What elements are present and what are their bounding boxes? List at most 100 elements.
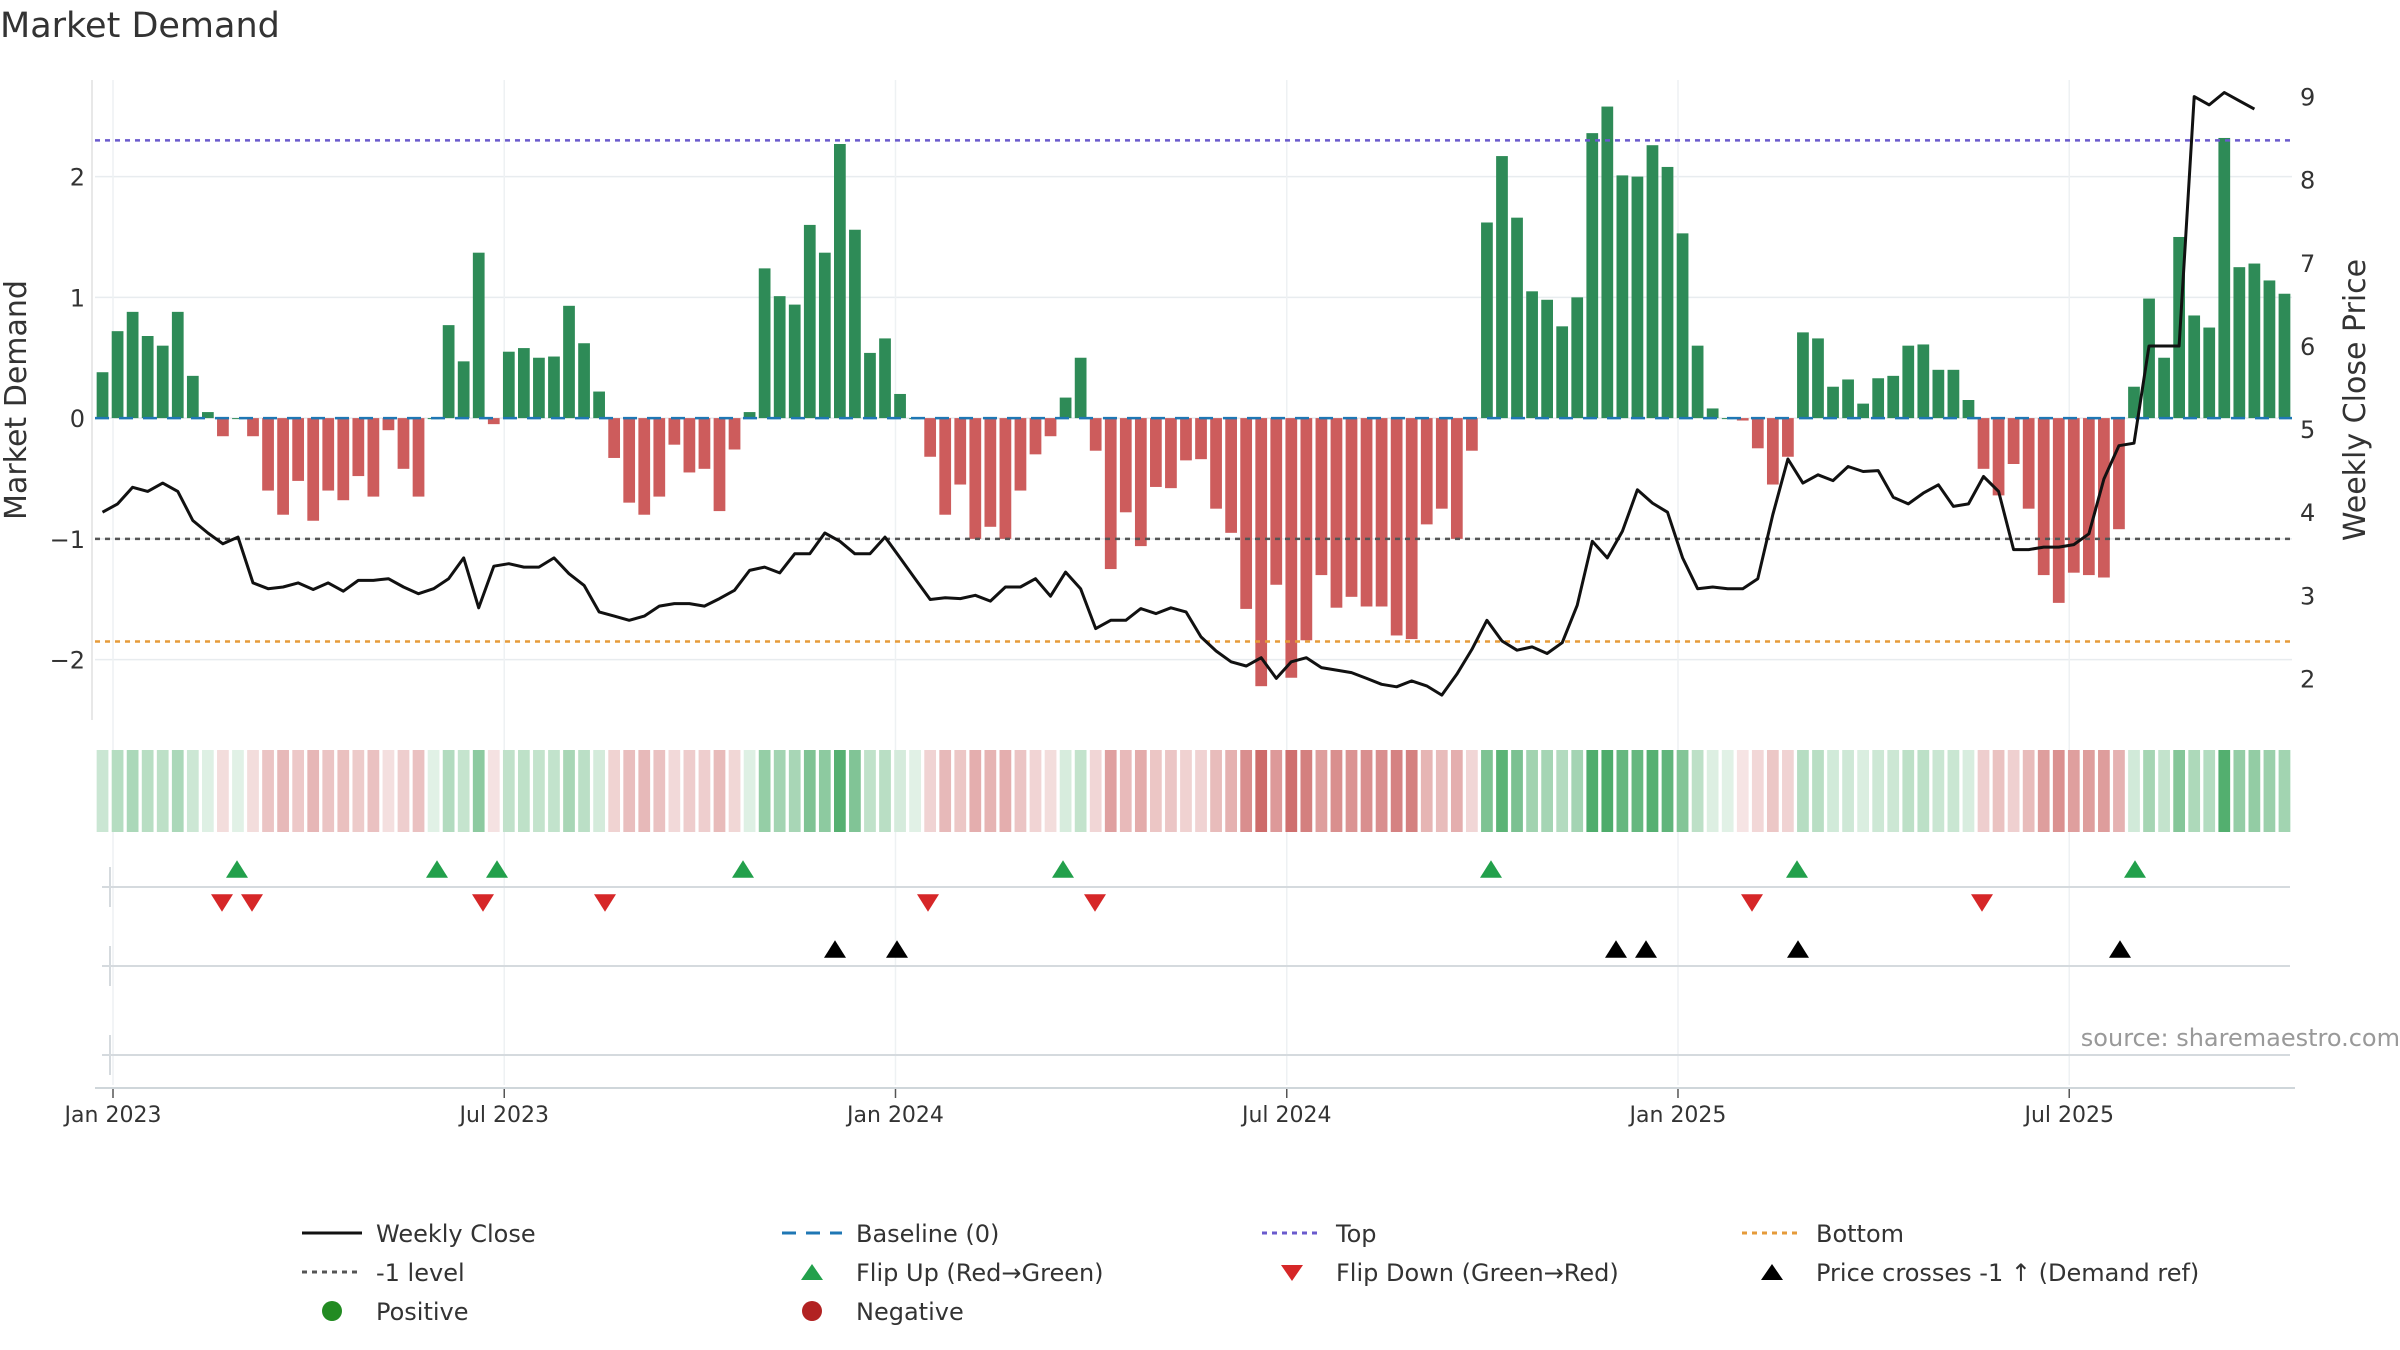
legend-swatch — [801, 1264, 823, 1280]
legend-swatch — [1262, 1231, 1322, 1235]
legend-item: Weekly Close — [300, 1218, 780, 1249]
heat-cell — [1616, 750, 1629, 832]
heat-cell — [2218, 750, 2231, 832]
demand-bar — [472, 252, 485, 419]
demand-bar — [2278, 293, 2291, 419]
demand-bar — [593, 391, 605, 419]
legend-label: -1 level — [376, 1258, 465, 1287]
demand-bar — [201, 412, 214, 419]
heat-cell — [352, 750, 365, 832]
price-cross-marker — [1787, 940, 1809, 958]
demand-bar — [1661, 166, 1674, 419]
legend-item: -1 level — [300, 1257, 780, 1288]
demand-bar — [2052, 418, 2065, 603]
gridlines — [95, 80, 2292, 1085]
demand-bar — [803, 224, 816, 419]
legend-item: Flip Down (Green→Red) — [1260, 1257, 1740, 1288]
legend-circle — [802, 1301, 822, 1321]
heat-cell — [1180, 750, 1192, 832]
legend-triangle-up — [1761, 1264, 1783, 1280]
demand-bar — [683, 418, 696, 473]
demand-bar — [1165, 418, 1177, 489]
demand-bar — [1089, 418, 1102, 451]
demand-bar — [1390, 418, 1403, 636]
demand-bar — [984, 418, 997, 527]
legend-item: Top — [1260, 1218, 1740, 1249]
legend-label: Baseline (0) — [856, 1219, 1000, 1248]
heat-cell — [818, 750, 831, 832]
heat-cell — [292, 750, 305, 832]
heat-cell — [1255, 750, 1268, 832]
heat-cell — [2233, 750, 2246, 832]
demand-bar — [1571, 297, 1584, 419]
legend-triangle-down — [1281, 1265, 1303, 1281]
demand-bar — [1751, 418, 1764, 449]
weekly-close-line — [101, 91, 2256, 697]
heat-cell — [186, 750, 199, 832]
heat-cell — [1736, 750, 1749, 832]
heat-cell — [1721, 750, 1734, 832]
heat-cell — [1902, 750, 1915, 832]
heat-cell — [1556, 750, 1569, 832]
demand-bar — [1270, 418, 1283, 585]
heat-cell — [713, 750, 726, 832]
heat-cell — [382, 750, 395, 832]
y2-tick-label: 3 — [2300, 582, 2315, 610]
legend-swatch — [782, 1231, 842, 1235]
legend-label: Price crosses -1 ↑ (Demand ref) — [1816, 1258, 2200, 1287]
demand-bar — [1797, 332, 1809, 419]
demand-bar — [1887, 375, 1900, 419]
demand-bar — [1210, 418, 1222, 509]
y2-tick-label: 7 — [2300, 250, 2315, 278]
demand-bar — [999, 418, 1012, 539]
heat-cell — [1601, 750, 1614, 832]
demand-bar — [247, 418, 259, 437]
heat-cell — [879, 750, 891, 832]
demand-bar — [788, 304, 801, 419]
legend-label: Negative — [856, 1297, 964, 1326]
heat-cell — [156, 750, 169, 832]
heat-cell — [1872, 750, 1885, 832]
demand-bar — [2203, 327, 2216, 419]
demand-bar — [1977, 418, 1990, 469]
demand-bar — [713, 418, 726, 512]
heat-cell — [412, 750, 425, 832]
demand-bar — [864, 352, 876, 419]
heat-cell — [1511, 750, 1523, 832]
demand-bar — [232, 418, 244, 420]
heat-cell — [96, 750, 109, 832]
demand-bar — [758, 268, 771, 419]
axes: 2 1 0 −1 −2 9 8 7 6 5 4 3 2 Jan 2023 Jul 2023 Jan 2024 J… — [0, 80, 2373, 1128]
demand-bar — [1360, 418, 1373, 607]
heat-cell — [864, 750, 876, 832]
heat-cell — [954, 750, 967, 832]
heat-cell — [1842, 750, 1854, 832]
flip-down-marker — [594, 894, 616, 912]
heat-cell — [2052, 750, 2065, 832]
demand-bar — [2263, 280, 2276, 419]
heat-cell — [2098, 750, 2110, 832]
y2-tick-label: 9 — [2300, 84, 2315, 112]
heat-cell — [367, 750, 380, 832]
demand-bar — [322, 418, 335, 491]
heat-cell — [2263, 750, 2276, 832]
y-tick-label: −1 — [50, 526, 85, 554]
demand-bar — [743, 412, 756, 419]
demand-bar — [1059, 397, 1072, 419]
price-cross-marker — [1635, 940, 1657, 958]
heat-cell — [307, 750, 320, 832]
demand-bar — [1450, 418, 1463, 539]
heat-cell — [894, 750, 906, 832]
heat-cell — [1134, 750, 1147, 832]
heat-cell — [111, 750, 124, 832]
demand-bar — [1330, 418, 1343, 608]
chart-title: Market Demand — [0, 6, 280, 46]
demand-bar — [2082, 418, 2095, 576]
heat-cell — [442, 750, 455, 832]
x-tick-label: Jul 2025 — [2022, 1103, 2114, 1128]
heat-cell — [788, 750, 801, 832]
demand-bar — [2218, 137, 2231, 419]
x-tick-label: Jan 2025 — [1628, 1103, 1727, 1128]
demand-bar — [879, 338, 891, 419]
heat-cell — [1646, 750, 1659, 832]
